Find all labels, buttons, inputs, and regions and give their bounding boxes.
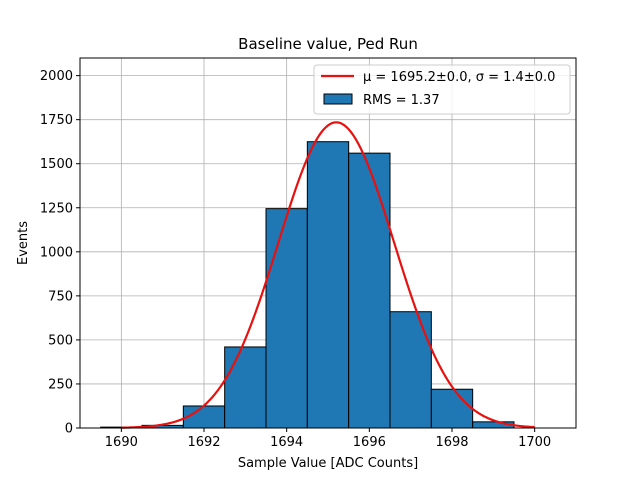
x-axis-ticks: 1690 1692 1694 1696 1698 1700 [105, 428, 551, 450]
histogram-bar [348, 152, 391, 429]
histogram-bars [100, 141, 515, 429]
x-tick-label: 1694 [270, 435, 303, 450]
gaussian-fit-curve [121, 121, 535, 429]
legend-histogram-swatch [323, 93, 353, 105]
chart-title: Baseline value, Ped Run [238, 35, 418, 53]
y-tick-label: 0 [65, 422, 73, 437]
y-axis-ticks: 0 250 500 750 1000 1250 1500 1750 2000 [40, 69, 80, 437]
histogram-bar [430, 388, 474, 429]
legend-fit-label: μ = 1695.2±0.0, σ = 1.4±0.0 [363, 70, 555, 85]
histogram-bar [265, 208, 308, 429]
y-axis-label: Events [16, 221, 31, 265]
y-tick-label: 1000 [40, 245, 73, 260]
y-tick-label: 2000 [40, 69, 73, 84]
histogram-bar [182, 405, 226, 429]
x-tick-label: 1696 [353, 435, 386, 450]
histogram-bar [306, 141, 350, 429]
y-tick-label: 1750 [40, 113, 73, 128]
x-axis-label: Sample Value [ADC Counts] [238, 456, 418, 471]
y-tick-label: 500 [48, 333, 73, 348]
x-tick-label: 1700 [518, 435, 551, 450]
legend: μ = 1695.2±0.0, σ = 1.4±0.0 RMS = 1.37 [313, 64, 571, 115]
histogram-bar [224, 346, 267, 429]
plot-frame [79, 57, 577, 429]
x-tick-label: 1692 [187, 435, 220, 450]
y-tick-label: 750 [48, 289, 73, 304]
x-tick-label: 1698 [435, 435, 468, 450]
x-tick-label: 1690 [105, 435, 138, 450]
legend-box [313, 64, 571, 115]
legend-histogram-label: RMS = 1.37 [363, 93, 440, 108]
y-tick-label: 1500 [40, 157, 73, 172]
y-tick-label: 1250 [40, 201, 73, 216]
y-tick-label: 250 [48, 377, 73, 392]
histogram-bar [389, 311, 432, 429]
